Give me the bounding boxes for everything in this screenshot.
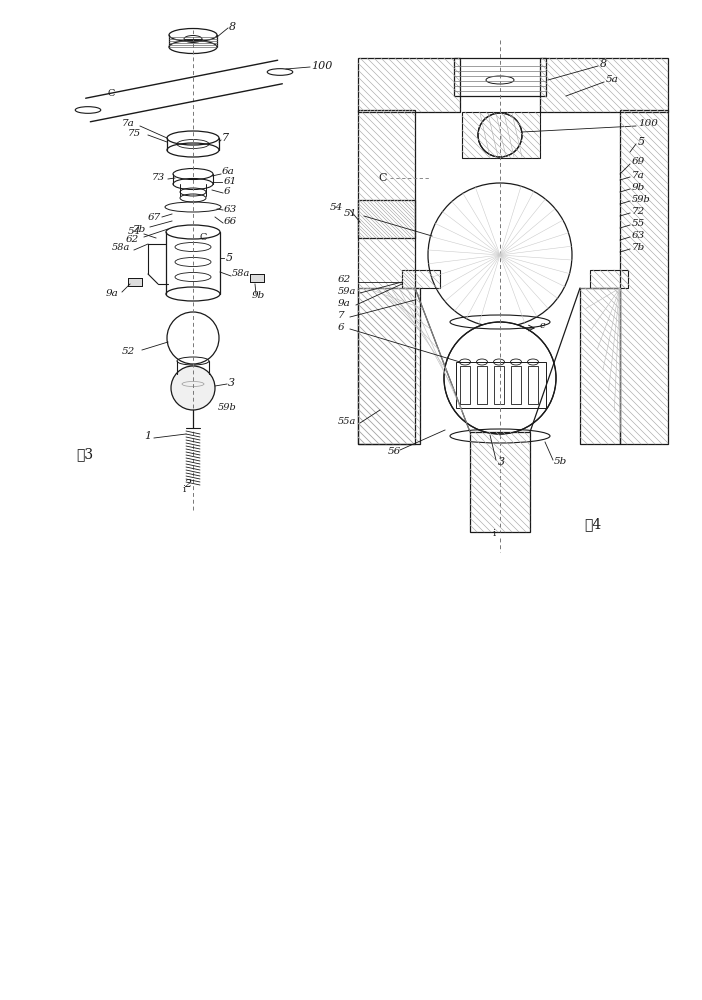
Text: 55: 55 [632, 220, 645, 229]
Text: 100: 100 [638, 119, 658, 128]
Text: 8: 8 [600, 59, 607, 69]
Text: C: C [108, 90, 115, 99]
Text: 5a: 5a [606, 76, 618, 85]
Text: 55a: 55a [338, 418, 357, 426]
Bar [528, 366, 538, 404]
Text: 58a: 58a [112, 243, 131, 252]
Bar [358, 200, 415, 238]
Text: 9a: 9a [106, 290, 119, 298]
Circle shape [444, 322, 556, 434]
Text: 54: 54 [330, 204, 343, 213]
Text: 7: 7 [338, 312, 345, 320]
Bar [358, 58, 460, 112]
Text: 66: 66 [224, 218, 237, 227]
Text: 6: 6 [338, 324, 345, 332]
Text: 9b: 9b [252, 292, 265, 300]
Text: 59b: 59b [218, 403, 237, 412]
Bar [540, 58, 668, 112]
Text: 3: 3 [498, 457, 505, 467]
Text: 61: 61 [224, 176, 237, 186]
Bar [128, 278, 142, 286]
Bar [456, 362, 546, 408]
Text: 1: 1 [144, 431, 151, 441]
Text: 6a: 6a [222, 167, 234, 176]
Text: 67: 67 [148, 213, 161, 222]
Text: 58a: 58a [232, 269, 251, 278]
Text: 63: 63 [224, 205, 237, 214]
Text: 7: 7 [222, 133, 229, 143]
Text: 图3: 图3 [76, 447, 93, 461]
Text: 63: 63 [632, 232, 645, 240]
Text: 9b: 9b [632, 184, 645, 192]
Text: 2: 2 [184, 479, 191, 489]
Text: 54: 54 [128, 228, 141, 236]
Text: 6: 6 [224, 188, 231, 196]
Text: 7a: 7a [632, 172, 644, 180]
Text: 7b: 7b [133, 225, 146, 233]
Text: i: i [183, 486, 186, 494]
Bar [580, 288, 620, 444]
Text: 62: 62 [126, 234, 139, 243]
Text: 62: 62 [338, 275, 351, 284]
Bar [462, 112, 540, 158]
Text: 51: 51 [344, 210, 357, 219]
Text: 7a: 7a [122, 119, 135, 128]
Text: 59a: 59a [338, 288, 357, 296]
Text: 59b: 59b [632, 196, 651, 205]
Bar [358, 288, 420, 444]
Bar [511, 366, 521, 404]
Text: 图4: 图4 [584, 517, 601, 531]
Bar [494, 366, 504, 404]
Text: i: i [493, 530, 496, 538]
Bar [250, 274, 264, 282]
Text: 73: 73 [152, 174, 165, 182]
Text: C: C [200, 233, 207, 242]
Text: 5: 5 [226, 253, 233, 263]
Text: e: e [540, 322, 545, 330]
Text: 3: 3 [228, 378, 235, 388]
Text: 9a: 9a [338, 300, 351, 308]
Text: 5: 5 [638, 137, 645, 147]
Circle shape [171, 366, 215, 410]
Text: 8: 8 [229, 22, 236, 32]
Text: 5b: 5b [554, 458, 567, 466]
Text: 7b: 7b [632, 243, 645, 252]
Text: C: C [378, 173, 387, 183]
Bar [128, 278, 142, 286]
Text: 56: 56 [388, 448, 402, 456]
Text: 72: 72 [632, 208, 645, 217]
Text: 100: 100 [311, 61, 332, 71]
Bar [402, 270, 440, 288]
Bar [620, 110, 668, 444]
Text: 75: 75 [128, 129, 141, 138]
Bar [250, 274, 264, 282]
Bar [477, 366, 487, 404]
Bar [460, 366, 470, 404]
Text: 69: 69 [632, 157, 645, 166]
Bar [454, 58, 546, 96]
Bar [358, 110, 415, 444]
Bar [590, 270, 628, 288]
Bar [470, 432, 530, 532]
Text: 52: 52 [122, 348, 135, 357]
